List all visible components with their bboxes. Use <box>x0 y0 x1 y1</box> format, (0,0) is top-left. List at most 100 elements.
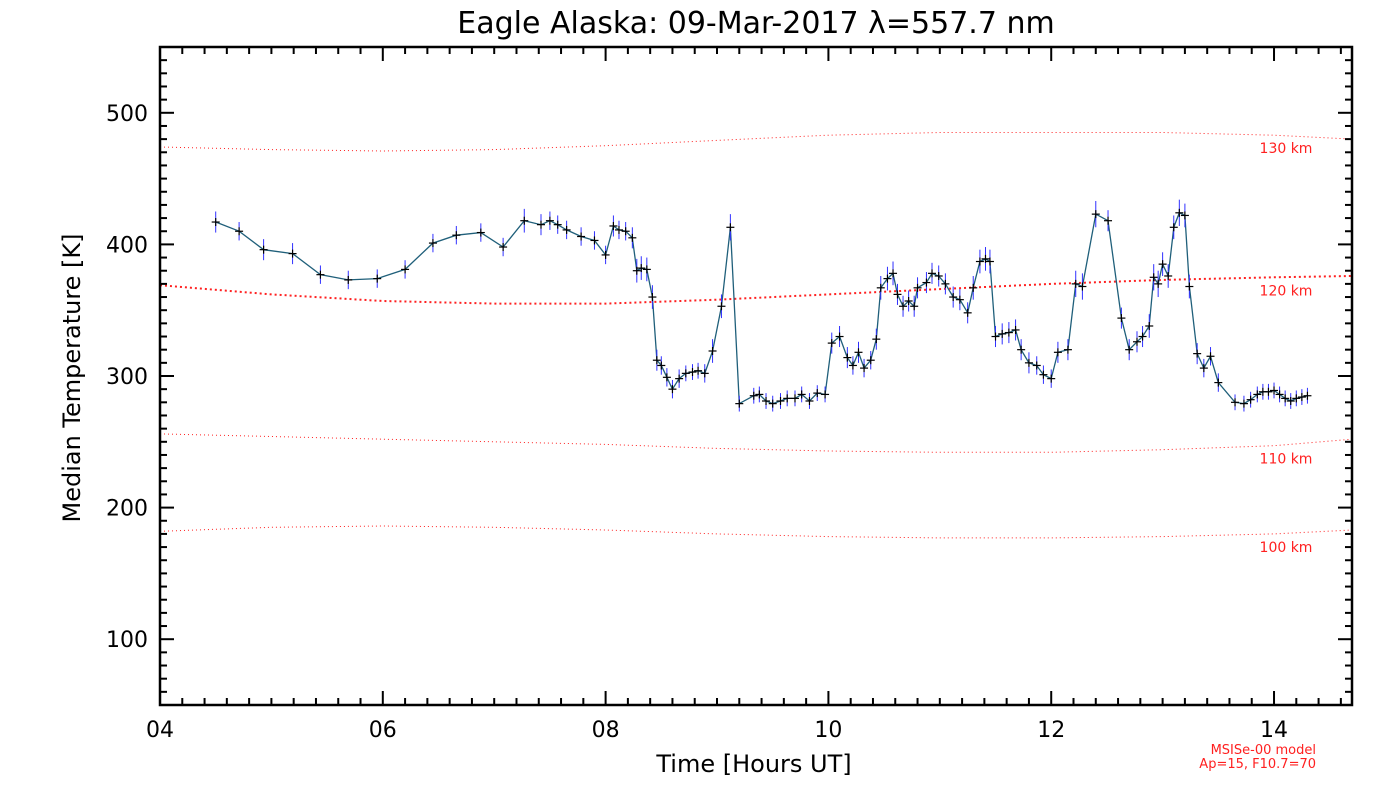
data-point <box>688 368 697 377</box>
model-note-line1: MSISe-00 model <box>1211 743 1316 758</box>
data-point <box>866 356 875 365</box>
data-point <box>1132 337 1141 346</box>
data-point <box>1303 391 1312 400</box>
data-point <box>657 361 666 370</box>
data-point <box>401 265 410 274</box>
data-point <box>991 332 1000 341</box>
data-point <box>1253 390 1262 399</box>
data-point <box>1297 393 1306 402</box>
chart-title: Eagle Alaska: 09-Mar-2017 λ=557.7 nm <box>457 6 1054 41</box>
data-point <box>344 275 353 284</box>
data-point <box>928 269 937 278</box>
data-point <box>955 295 964 304</box>
data-point <box>1145 321 1154 330</box>
data-point <box>562 225 571 234</box>
data-point <box>922 278 931 287</box>
data-point <box>675 374 684 383</box>
y-tick-label: 500 <box>106 102 148 127</box>
data-point <box>1231 398 1240 407</box>
data-point <box>805 397 814 406</box>
data-point <box>1024 358 1033 367</box>
data-point <box>998 329 1007 338</box>
model-curve-label: 100 km <box>1260 540 1313 556</box>
model-curves: 130 km 120 km 110 km 100 km <box>159 132 1353 556</box>
data-point <box>1169 223 1178 232</box>
model-curve <box>159 433 1353 453</box>
x-tick-label: 10 <box>814 718 842 743</box>
data-point <box>1180 211 1189 220</box>
data-point <box>963 308 972 317</box>
data-point <box>601 250 610 259</box>
data-point <box>1071 279 1080 288</box>
data-point <box>981 254 990 263</box>
y-tick-label: 400 <box>106 233 148 258</box>
data-point <box>813 389 822 398</box>
data-point <box>652 356 661 365</box>
x-tick-label: 04 <box>146 718 174 743</box>
series-line <box>215 211 1308 405</box>
data-point <box>700 369 709 378</box>
model-curve-label: 130 km <box>1260 141 1313 157</box>
data-point <box>848 361 857 370</box>
data-series <box>211 199 1312 412</box>
data-point <box>1117 314 1126 323</box>
data-point <box>797 390 806 399</box>
data-point <box>1281 394 1290 403</box>
data-point <box>648 293 657 302</box>
data-point <box>854 348 863 357</box>
data-point <box>1063 345 1072 354</box>
data-point <box>899 302 908 311</box>
data-point <box>949 293 958 302</box>
plot-border <box>158 45 1354 707</box>
data-point <box>1214 378 1223 387</box>
data-point <box>1175 208 1184 217</box>
data-point <box>1149 273 1158 282</box>
data-point <box>1017 345 1026 354</box>
data-point <box>1078 282 1087 291</box>
data-point <box>668 385 677 394</box>
model-curve <box>159 525 1353 539</box>
data-point <box>768 399 777 408</box>
data-point <box>975 257 984 266</box>
data-point <box>860 364 869 373</box>
data-point <box>632 266 641 275</box>
data-point <box>883 274 892 283</box>
data-point <box>621 227 630 236</box>
data-point <box>783 394 792 403</box>
data-point <box>735 399 744 408</box>
data-point <box>755 390 764 399</box>
model-curve-label: 110 km <box>1260 452 1313 468</box>
data-point <box>545 216 554 225</box>
data-point <box>235 227 244 236</box>
data-point <box>1270 386 1279 395</box>
data-point <box>1158 260 1167 269</box>
x-tick-label: 06 <box>369 718 397 743</box>
data-point <box>614 225 623 234</box>
data-point <box>717 302 726 311</box>
data-point <box>910 302 919 311</box>
data-point <box>499 243 508 252</box>
plot-frame <box>158 45 1354 707</box>
data-point <box>553 220 562 229</box>
y-tick-label: 300 <box>106 365 148 390</box>
data-point <box>590 236 599 245</box>
data-point <box>373 274 382 283</box>
axis-ticks: 04 06 08 10 12 14 100 200 300 400 500 <box>106 47 1352 743</box>
data-point <box>1206 352 1215 361</box>
data-point <box>452 231 461 240</box>
x-tick-label: 12 <box>1037 718 1065 743</box>
data-point <box>1125 345 1134 354</box>
data-point <box>821 390 830 399</box>
model-curve-label: 120 km <box>1260 283 1313 299</box>
data-point <box>941 279 950 288</box>
data-point <box>708 346 717 355</box>
y-tick-label: 100 <box>106 628 148 653</box>
data-point <box>1199 364 1208 373</box>
data-point <box>637 264 646 273</box>
data-point <box>1286 397 1295 406</box>
data-point <box>1154 279 1163 288</box>
data-point <box>934 271 943 280</box>
data-point <box>662 373 671 382</box>
data-point <box>609 221 618 230</box>
